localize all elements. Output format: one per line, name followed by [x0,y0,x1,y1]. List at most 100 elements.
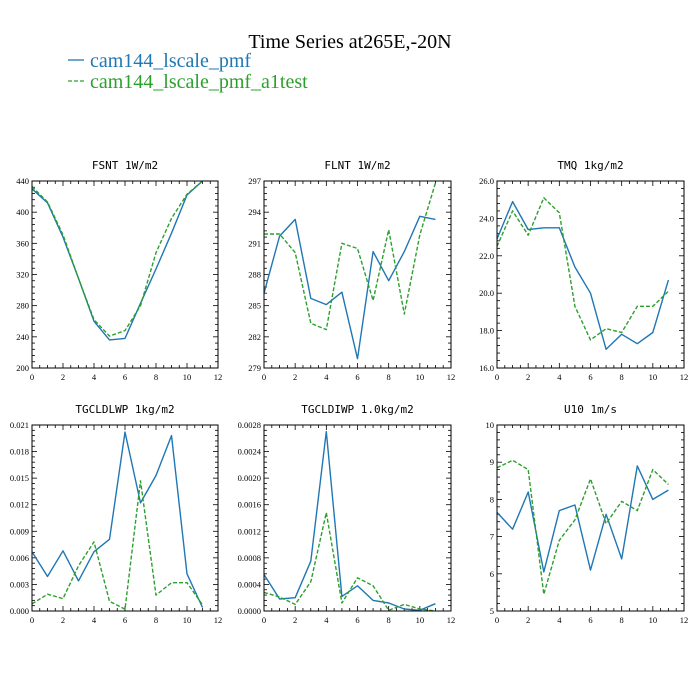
x-tick-label: 0 [262,615,266,625]
series-line-1 [263,430,436,611]
y-tick-label: 0.0024 [238,447,262,457]
series-line-2 [496,459,669,595]
y-tick-label: 320 [16,270,29,280]
y-tick-label: 9 [490,457,494,467]
series-line-1 [263,215,436,360]
x-tick-label: 0 [495,372,499,382]
x-tick-label: 2 [526,372,530,382]
x-tick-label: 6 [355,615,359,625]
x-tick-label: 10 [416,372,425,382]
y-tick-label: 10 [486,420,495,430]
x-tick-label: 4 [557,372,562,382]
x-tick-label: 8 [154,615,158,625]
plot-frame [31,424,219,612]
x-tick-label: 8 [154,372,158,382]
x-tick-label: 6 [123,372,127,382]
y-tick-label: 285 [248,301,261,311]
y-tick-label: 0.0008 [238,553,261,563]
y-tick-label: 400 [16,207,29,217]
chart-panel-1: FSNT 1W/m2 0 2 4 6 8 10 12 200 240 280 320 360 400 440 [16,159,222,382]
series-line-1 [496,200,670,350]
y-tick-label: 26.0 [479,176,494,186]
x-tick-label: 12 [214,615,223,625]
x-tick-label: 10 [649,615,658,625]
y-tick-label: 24.0 [479,213,494,223]
chart-panel-3: TMQ 1kg/m2 0 2 4 6 8 10 12 16.0 18.0 20.0 22.0 24.0 2… [479,159,688,382]
y-tick-label: 0.0012 [238,526,261,536]
y-tick-label: 288 [248,270,261,280]
x-tick-label: 0 [262,372,266,382]
series-line-1 [31,431,204,608]
y-tick-label: 0.021 [10,420,29,430]
x-tick-label: 2 [293,615,297,625]
x-tick-label: 2 [61,372,65,382]
y-tick-label: 200 [16,363,29,373]
x-tick-label: 6 [588,615,592,625]
y-tick-label: 280 [16,301,29,311]
x-tick-label: 0 [495,615,499,625]
y-tick-label: 22.0 [479,251,494,261]
x-tick-label: 6 [123,615,127,625]
series-line-2 [31,480,204,610]
series-line-2 [263,512,436,612]
y-tick-label: 0.009 [10,526,29,536]
panel-title: FLNT 1W/m2 [324,159,390,172]
x-tick-label: 12 [680,615,689,625]
y-tick-label: 282 [248,332,261,342]
x-tick-label: 10 [183,615,192,625]
y-tick-label: 240 [16,332,29,342]
series-line-2 [496,197,669,341]
y-tick-label: 8 [490,494,494,504]
y-tick-label: 5 [490,606,494,616]
panel-title: FSNT 1W/m2 [92,159,158,172]
y-tick-label: 0.0016 [238,500,261,510]
plot-frame [263,424,452,612]
y-tick-label: 20.0 [479,288,494,298]
plot-frame [263,180,452,369]
y-tick-label: 0.012 [10,500,29,510]
x-tick-label: 8 [620,372,624,382]
panel-title: U10 1m/s [564,403,617,416]
x-tick-label: 6 [355,372,359,382]
x-tick-label: 8 [620,615,624,625]
panel-title: TGCLDIWP 1.0kg/m2 [301,403,414,416]
x-tick-label: 12 [447,615,456,625]
x-tick-label: 4 [92,372,97,382]
y-tick-label: 7 [490,532,494,542]
x-tick-label: 8 [387,615,391,625]
legend-label-2: cam144_lscale_pmf_a1test [90,71,308,93]
y-tick-label: 294 [248,207,262,217]
chart-panel-6: U10 1m/s 0 2 4 6 8 10 12 5 6 7 8 9 10 [486,403,689,625]
plot-frame [31,180,219,369]
panel-title: TMQ 1kg/m2 [557,159,623,172]
y-tick-label: 0.000 [10,606,29,616]
x-tick-label: 10 [183,372,192,382]
chart-panel-5: TGCLDIWP 1.0kg/m2 0 2 4 6 8 10 12 0.0000 0.0004 0.… [238,403,456,625]
figure-title: Time Series at265E,-20N [248,31,451,53]
x-tick-label: 4 [324,372,329,382]
x-tick-label: 4 [324,615,329,625]
x-tick-label: 2 [293,372,297,382]
legend: cam144_lscale_pmf cam144_lscale_pmf_a1te… [68,50,308,93]
y-tick-label: 0.0020 [238,473,261,483]
y-tick-label: 0.006 [10,553,29,563]
y-tick-label: 18.0 [479,326,494,336]
legend-label-1: cam144_lscale_pmf [90,50,251,72]
chart-panel-4: TGCLDLWP 1kg/m2 0 2 4 6 8 10 12 0.000 0.003 0.006 0… [10,403,222,625]
chart-panel-2: FLNT 1W/m2 0 2 4 6 8 10 12 279 282 285 288 291 294 297 [248,159,455,382]
x-tick-label: 2 [61,615,65,625]
y-tick-label: 0.0028 [238,420,261,430]
plot-frame [496,180,685,369]
x-tick-label: 10 [649,372,658,382]
panel-title: TGCLDLWP 1kg/m2 [75,403,174,416]
y-tick-label: 6 [490,569,494,579]
x-tick-label: 0 [30,615,34,625]
x-tick-label: 4 [92,615,97,625]
series-line-1 [496,465,669,573]
y-tick-label: 440 [16,176,29,186]
y-tick-label: 297 [248,176,261,186]
y-tick-label: 279 [248,363,261,373]
y-tick-label: 0.018 [10,447,29,457]
x-tick-label: 4 [557,615,562,625]
